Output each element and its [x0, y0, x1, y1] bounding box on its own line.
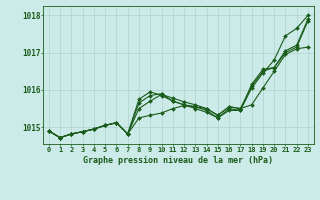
- X-axis label: Graphe pression niveau de la mer (hPa): Graphe pression niveau de la mer (hPa): [84, 156, 273, 165]
